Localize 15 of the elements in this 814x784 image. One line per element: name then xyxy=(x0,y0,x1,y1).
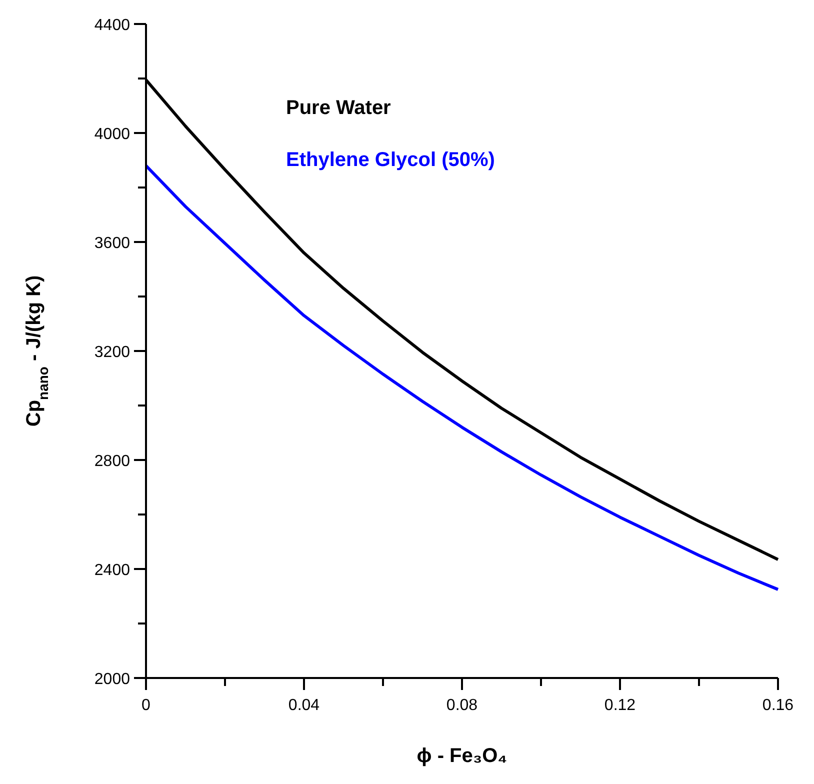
x-tick-label: 0.08 xyxy=(446,697,478,714)
y-tick-label: 3600 xyxy=(94,235,130,252)
y-tick-label: 4000 xyxy=(94,126,130,143)
y-tick-label: 3200 xyxy=(94,344,130,361)
x-tick-label: 0.16 xyxy=(762,697,794,714)
text: Pure Water xyxy=(286,97,392,119)
y-tick-label: 2800 xyxy=(94,453,130,470)
x-axis-title: ϕ - Fe₃O₄ xyxy=(416,745,508,767)
x-tick-label: 0.04 xyxy=(288,697,320,714)
x-tick-label: 0.12 xyxy=(604,697,636,714)
x-tick-label: 0 xyxy=(142,697,151,714)
y-tick-label: 4400 xyxy=(94,17,130,34)
text: Ethylene Glycol (50%) xyxy=(286,149,495,171)
y-tick-label: 2400 xyxy=(94,562,130,579)
y-tick-label: 2000 xyxy=(94,671,130,688)
